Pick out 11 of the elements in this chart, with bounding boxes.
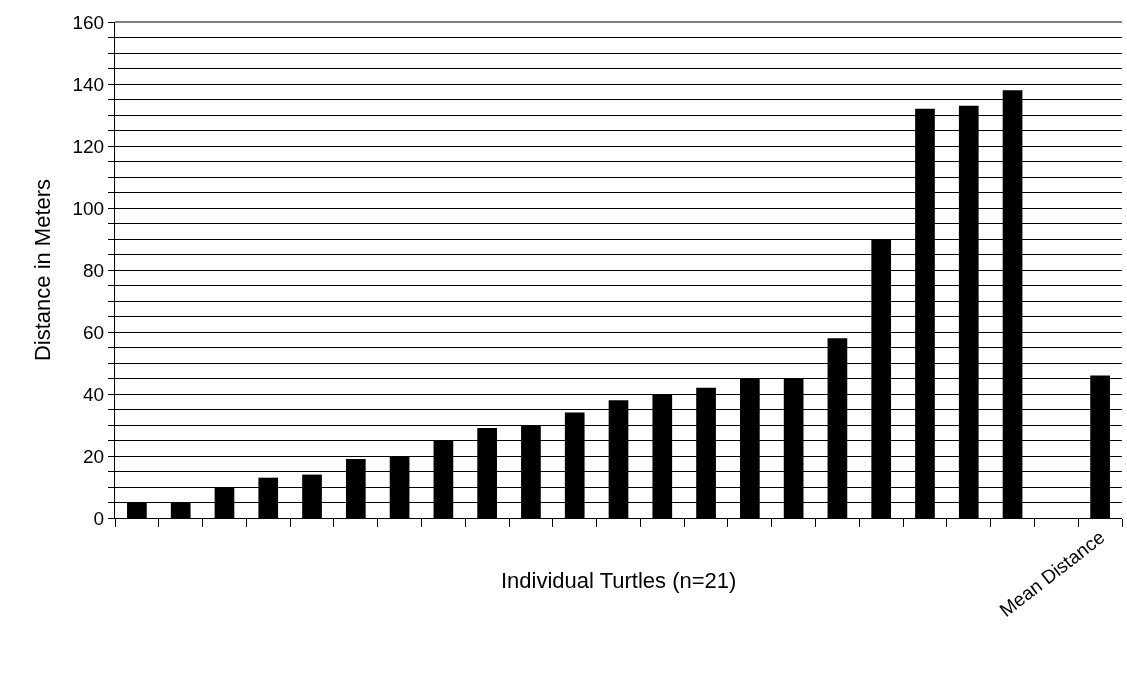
y-tick-label: 160: [72, 11, 105, 33]
y-axis-title: Distance in Meters: [30, 178, 56, 362]
y-tick-label: 80: [83, 259, 105, 281]
y-tick-label: 40: [83, 383, 105, 405]
y-tick-label: 140: [72, 73, 105, 95]
y-tick-label: 20: [83, 445, 105, 467]
y-tick-label: 0: [93, 507, 105, 529]
y-tick-label: 100: [72, 197, 105, 219]
y-tick-label: 60: [83, 321, 105, 343]
y-tick-label: 120: [72, 135, 105, 157]
x-axis-title: Individual Turtles (n=21): [501, 568, 737, 593]
